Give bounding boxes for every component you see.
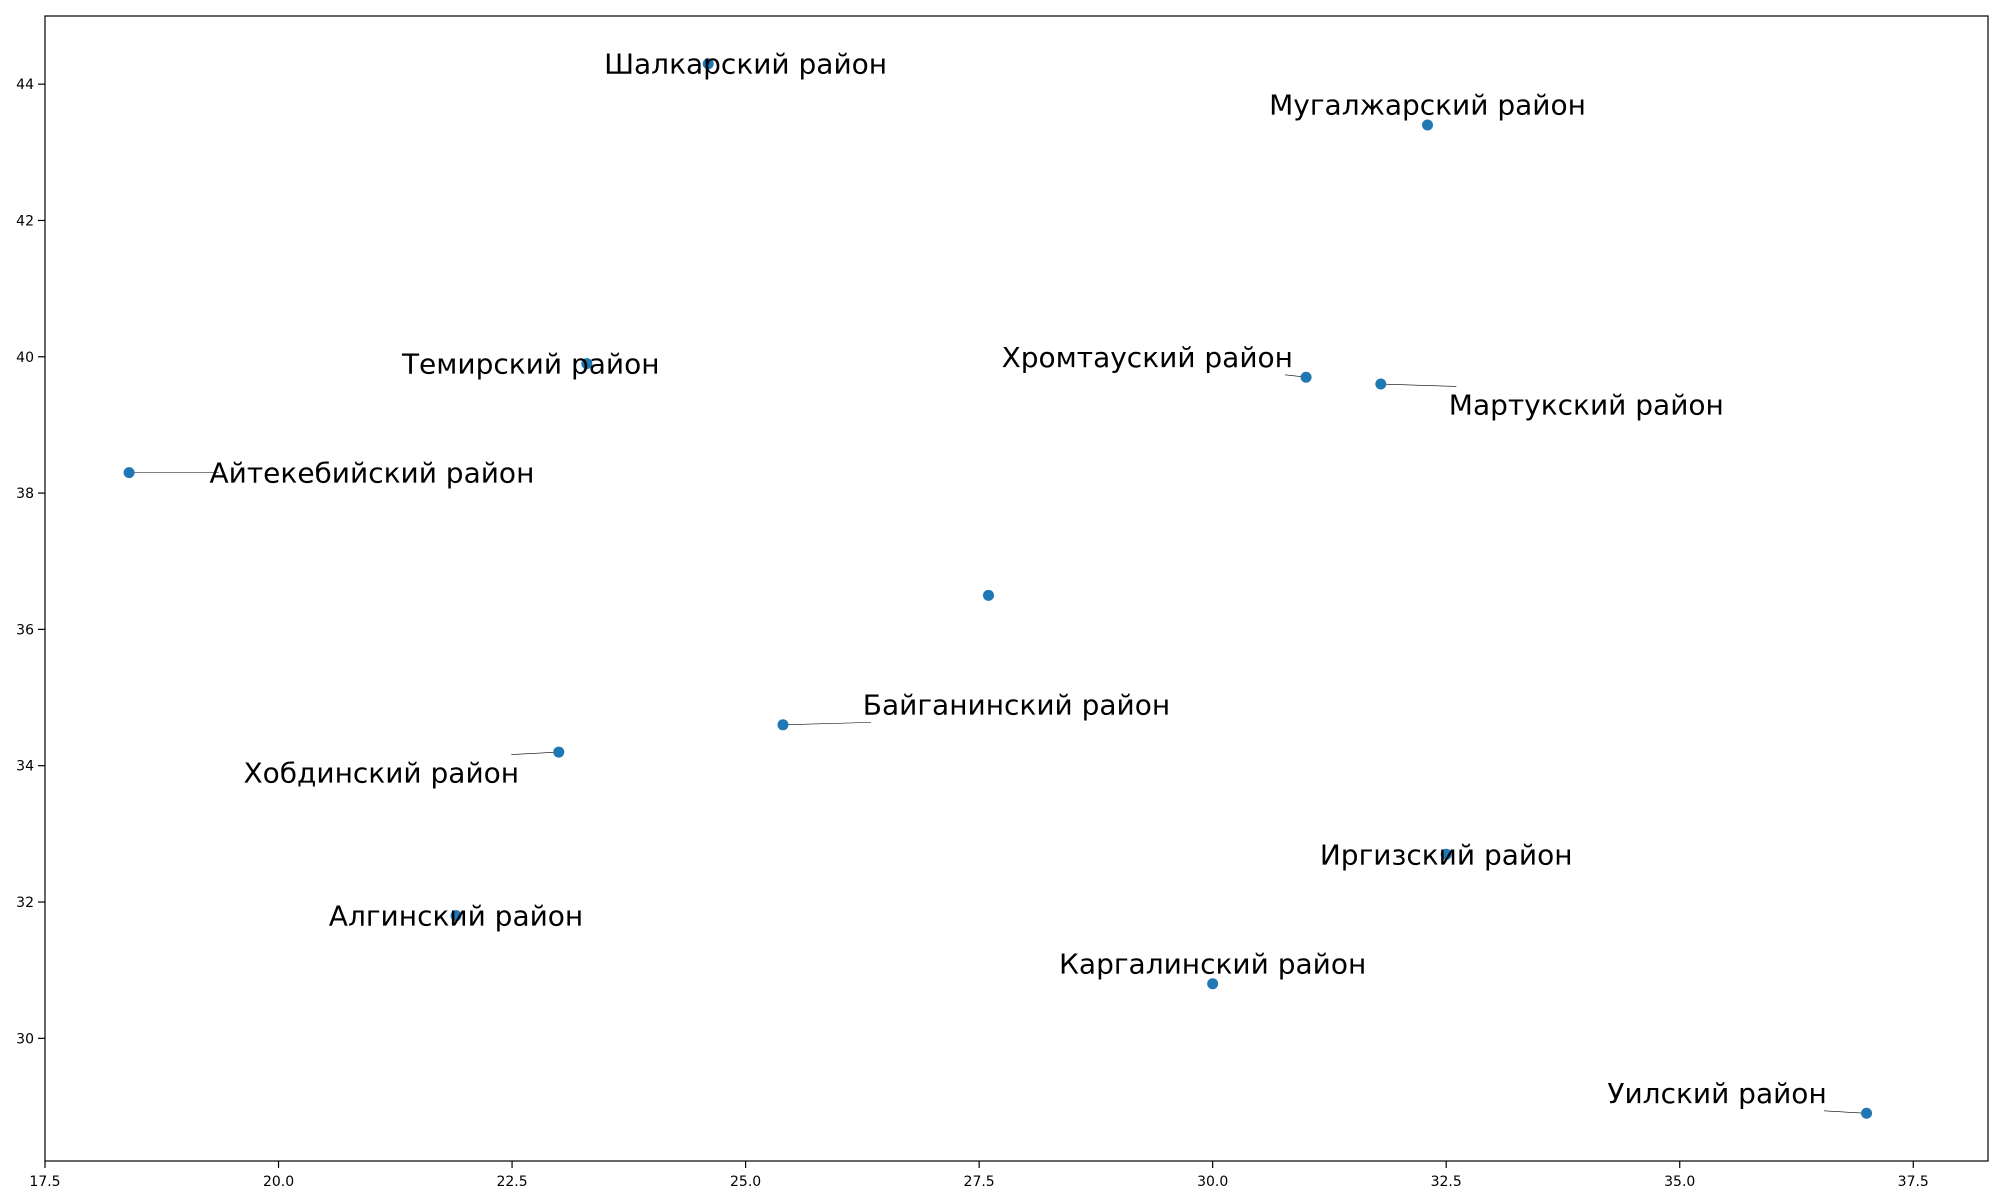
plot-frame [44, 15, 1989, 1162]
data-point [1207, 978, 1219, 990]
point-label: Иргизский район [1320, 838, 1573, 871]
data-point [777, 719, 789, 731]
point-label: Алгинский район [329, 900, 583, 933]
x-tick-label: 35.0 [1664, 1174, 1695, 1190]
leader-line [782, 722, 872, 726]
data-point [1440, 848, 1452, 860]
point-label: Мугалжарский район [1269, 89, 1586, 122]
x-tick-label: 27.5 [964, 1174, 995, 1190]
leader-line [1823, 1110, 1867, 1114]
data-point [1375, 378, 1387, 390]
x-tick-label: 32.5 [1431, 1174, 1462, 1190]
data-point [581, 358, 593, 370]
y-tick-label: 30 [16, 1031, 34, 1047]
point-label: Байганинский район [863, 688, 1170, 721]
y-tick-label: 38 [16, 486, 34, 502]
x-tick-label: 30.0 [1197, 1174, 1228, 1190]
y-tick-label: 32 [16, 895, 34, 911]
point-label: Темирский район [401, 348, 660, 381]
y-tick-label: 44 [16, 77, 34, 93]
point-label: Шалкарский район [604, 48, 887, 81]
data-point [982, 589, 994, 601]
point-label: Каргалинский район [1059, 947, 1366, 980]
y-axis: 30 32 34 36 38 40 42 44 [16, 77, 45, 1047]
data-point [450, 910, 462, 922]
x-tick-label: 17.5 [29, 1174, 60, 1190]
data-point [1861, 1107, 1873, 1119]
data-points [123, 58, 1873, 1119]
leader-line [1380, 383, 1457, 387]
point-label: Уилский район [1607, 1077, 1826, 1110]
data-point [123, 467, 135, 479]
data-point [702, 58, 714, 70]
x-tick-label: 37.5 [1898, 1174, 1929, 1190]
x-tick-label: 22.5 [496, 1174, 527, 1190]
point-label: Мартукский район [1449, 388, 1724, 421]
x-tick-label: 20.0 [263, 1174, 294, 1190]
data-point [553, 746, 565, 758]
y-tick-label: 42 [16, 213, 34, 229]
y-tick-label: 34 [16, 759, 34, 775]
y-tick-label: 36 [16, 622, 34, 638]
point-label: Хобдинский район [243, 757, 519, 790]
point-label: Айтекебийский район [210, 457, 535, 490]
point-labels: Шалкарский район Мугалжарский район Темирс… [210, 48, 1827, 1110]
leader-lines [129, 374, 1867, 1114]
data-point [1300, 371, 1312, 383]
leader-line [511, 751, 559, 755]
x-axis: 17.5 20.0 22.5 25.0 27.5 30.0 32.5 35.0 37.5 [29, 1161, 1929, 1190]
data-point [1422, 119, 1434, 131]
point-label: Хромтауский район [1002, 341, 1293, 374]
x-tick-label: 25.0 [730, 1174, 761, 1190]
y-tick-label: 40 [16, 350, 34, 366]
